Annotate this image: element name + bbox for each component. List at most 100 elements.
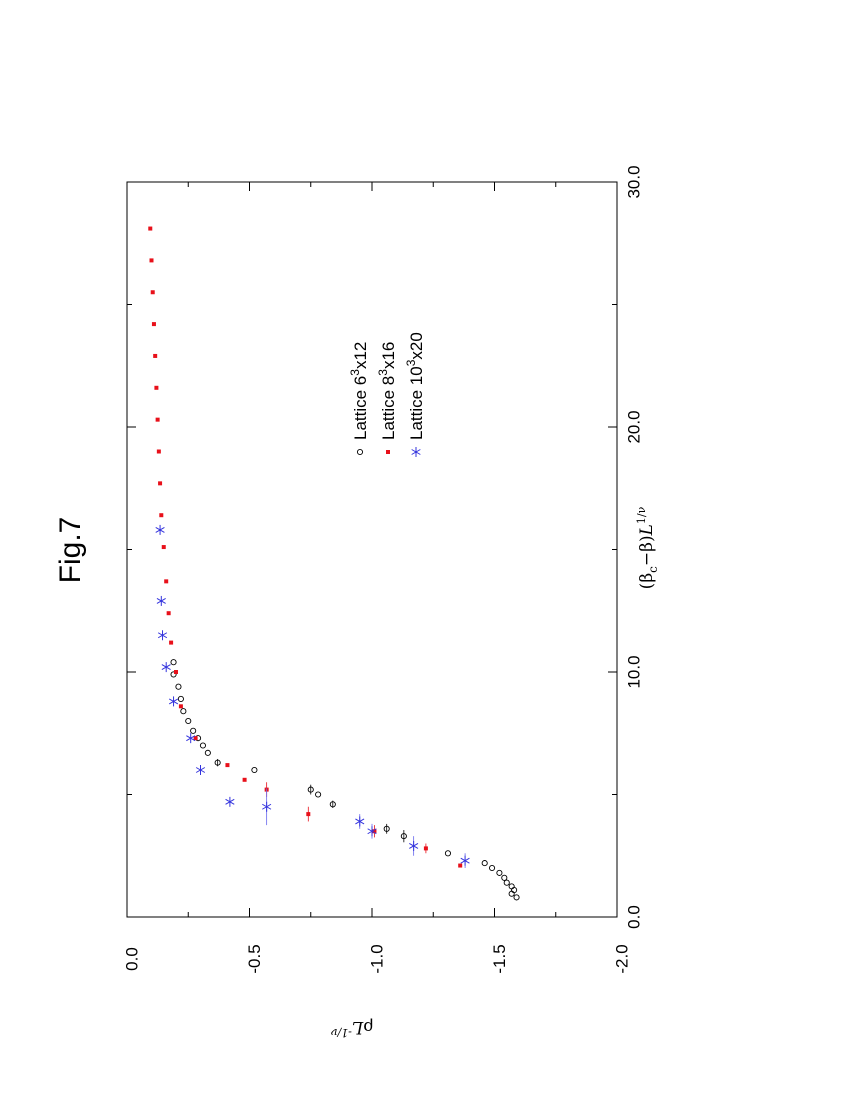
series-2-point xyxy=(156,449,161,454)
series-2-point xyxy=(153,353,158,358)
series-3-point xyxy=(195,765,206,775)
x-axis-label-L: L xyxy=(637,524,657,536)
series-1-point xyxy=(307,786,314,793)
y-axis-label-L: L xyxy=(352,1017,364,1037)
series-3-group xyxy=(155,524,470,868)
figure-title: Fig.7 xyxy=(54,517,87,584)
series-3-point xyxy=(157,630,168,641)
series-1-point xyxy=(214,759,221,766)
x-tick-label: 30.0 xyxy=(624,165,643,198)
series-1-point xyxy=(400,833,407,840)
tick-labels-group: 0.0 10.0 20.0 30.0 0.0 -0.5 -1.0 -1.5 -2.0 xyxy=(122,165,643,973)
series-1-point xyxy=(180,708,187,715)
x-axis-label-pre: (β xyxy=(637,573,657,589)
legend-label-superscript: 3 xyxy=(348,369,362,376)
legend-label-base: Lattice 10 xyxy=(407,366,426,440)
series-1-point xyxy=(513,894,520,901)
series-3-point xyxy=(225,796,235,807)
y-tick-label: -1.0 xyxy=(367,944,386,973)
legend-label-1: Lattice 63x12 xyxy=(348,342,370,440)
x-tick-label: 20.0 xyxy=(624,410,643,443)
series-3-point xyxy=(186,733,196,744)
x-axis-label: (βc−β)L1/ν xyxy=(635,506,660,589)
series-2-point xyxy=(148,226,153,231)
series-2-point xyxy=(166,611,171,616)
series-3-point xyxy=(355,816,365,827)
legend-label-rest: x12 xyxy=(351,342,370,369)
series-1-point xyxy=(481,860,488,867)
series-3-point xyxy=(409,840,419,851)
series-2-point xyxy=(423,846,428,851)
y-axis-label-sup: -1/ν xyxy=(330,1026,351,1039)
series-1-point xyxy=(175,683,182,690)
y-tick-label: -2.0 xyxy=(612,944,631,973)
series-3-point xyxy=(168,696,179,707)
y-axis-label: ρL-1/ν xyxy=(330,1017,373,1039)
series-2-point xyxy=(164,579,169,584)
series-1-point xyxy=(488,864,496,872)
title-group: Fig.7 (βc−β)L1/νρL-1/ν xyxy=(54,506,660,1039)
series-3-point xyxy=(161,662,171,673)
series-2-point xyxy=(149,258,154,263)
x-tick-label: 0.0 xyxy=(624,905,643,929)
series-1-point xyxy=(501,874,508,881)
series-1-point xyxy=(190,727,197,734)
series-3-point xyxy=(460,855,470,866)
x-axis-label-mid: −β) xyxy=(637,535,657,566)
y-tick-label: -0.5 xyxy=(245,944,264,973)
series-1-group xyxy=(170,659,520,901)
series-1-point xyxy=(170,659,177,666)
series-1-point xyxy=(251,766,258,774)
series-1-point xyxy=(315,791,322,798)
axis-ticks-group xyxy=(126,181,618,918)
series-3-point xyxy=(155,524,165,535)
series-2-point xyxy=(150,290,155,295)
legend-label-base: Lattice 6 xyxy=(351,376,370,440)
series-3-point xyxy=(367,826,377,837)
y-tick-label: -1.5 xyxy=(490,944,509,973)
data-points-group xyxy=(148,226,520,901)
series-1-point xyxy=(444,850,452,857)
x-tick-label: 10.0 xyxy=(624,655,643,688)
series-2-point xyxy=(155,417,160,422)
series-2-point xyxy=(178,704,183,709)
x-axis-label-sup: 1/ν xyxy=(635,506,648,524)
legend-marker-1 xyxy=(356,448,364,456)
legend-label-2: Lattice 83x16 xyxy=(376,342,398,440)
series-2-point xyxy=(174,670,178,674)
legend-label-rest: x16 xyxy=(379,342,398,369)
series-2-point xyxy=(225,763,230,768)
series-2-point xyxy=(193,736,198,741)
x-axis-label-sub: c xyxy=(646,566,660,573)
series-2-point xyxy=(154,385,159,390)
series-1-point xyxy=(383,825,390,832)
series-3-point xyxy=(262,801,272,812)
series-3-point xyxy=(156,595,166,606)
series-2-point xyxy=(151,322,156,327)
series-1-point xyxy=(199,742,206,749)
series-1-point xyxy=(177,695,184,703)
series-1-point xyxy=(503,879,510,886)
series-1-point xyxy=(496,869,503,876)
series-1-point xyxy=(329,801,336,808)
legend-label-base: Lattice 8 xyxy=(379,376,398,440)
series-2-point xyxy=(169,640,174,645)
series-2-point xyxy=(306,812,311,817)
series-1-point xyxy=(170,671,177,678)
legend-label-3: Lattice 103x20 xyxy=(404,332,426,440)
series-2-point xyxy=(161,545,166,550)
series-2-point xyxy=(458,863,463,868)
legend-label-superscript: 3 xyxy=(376,369,390,376)
series-2-point xyxy=(158,481,163,486)
series-1-point xyxy=(204,749,211,756)
y-tick-label: 0.0 xyxy=(122,947,141,971)
series-1-point xyxy=(185,717,192,725)
series-2-point xyxy=(159,513,164,518)
series-1-point xyxy=(508,883,515,890)
legend-label-superscript: 3 xyxy=(404,359,418,366)
legend-label-rest: x20 xyxy=(407,332,426,359)
y-axis-label-rho: ρ xyxy=(363,1017,373,1037)
series-2-point xyxy=(372,829,377,834)
